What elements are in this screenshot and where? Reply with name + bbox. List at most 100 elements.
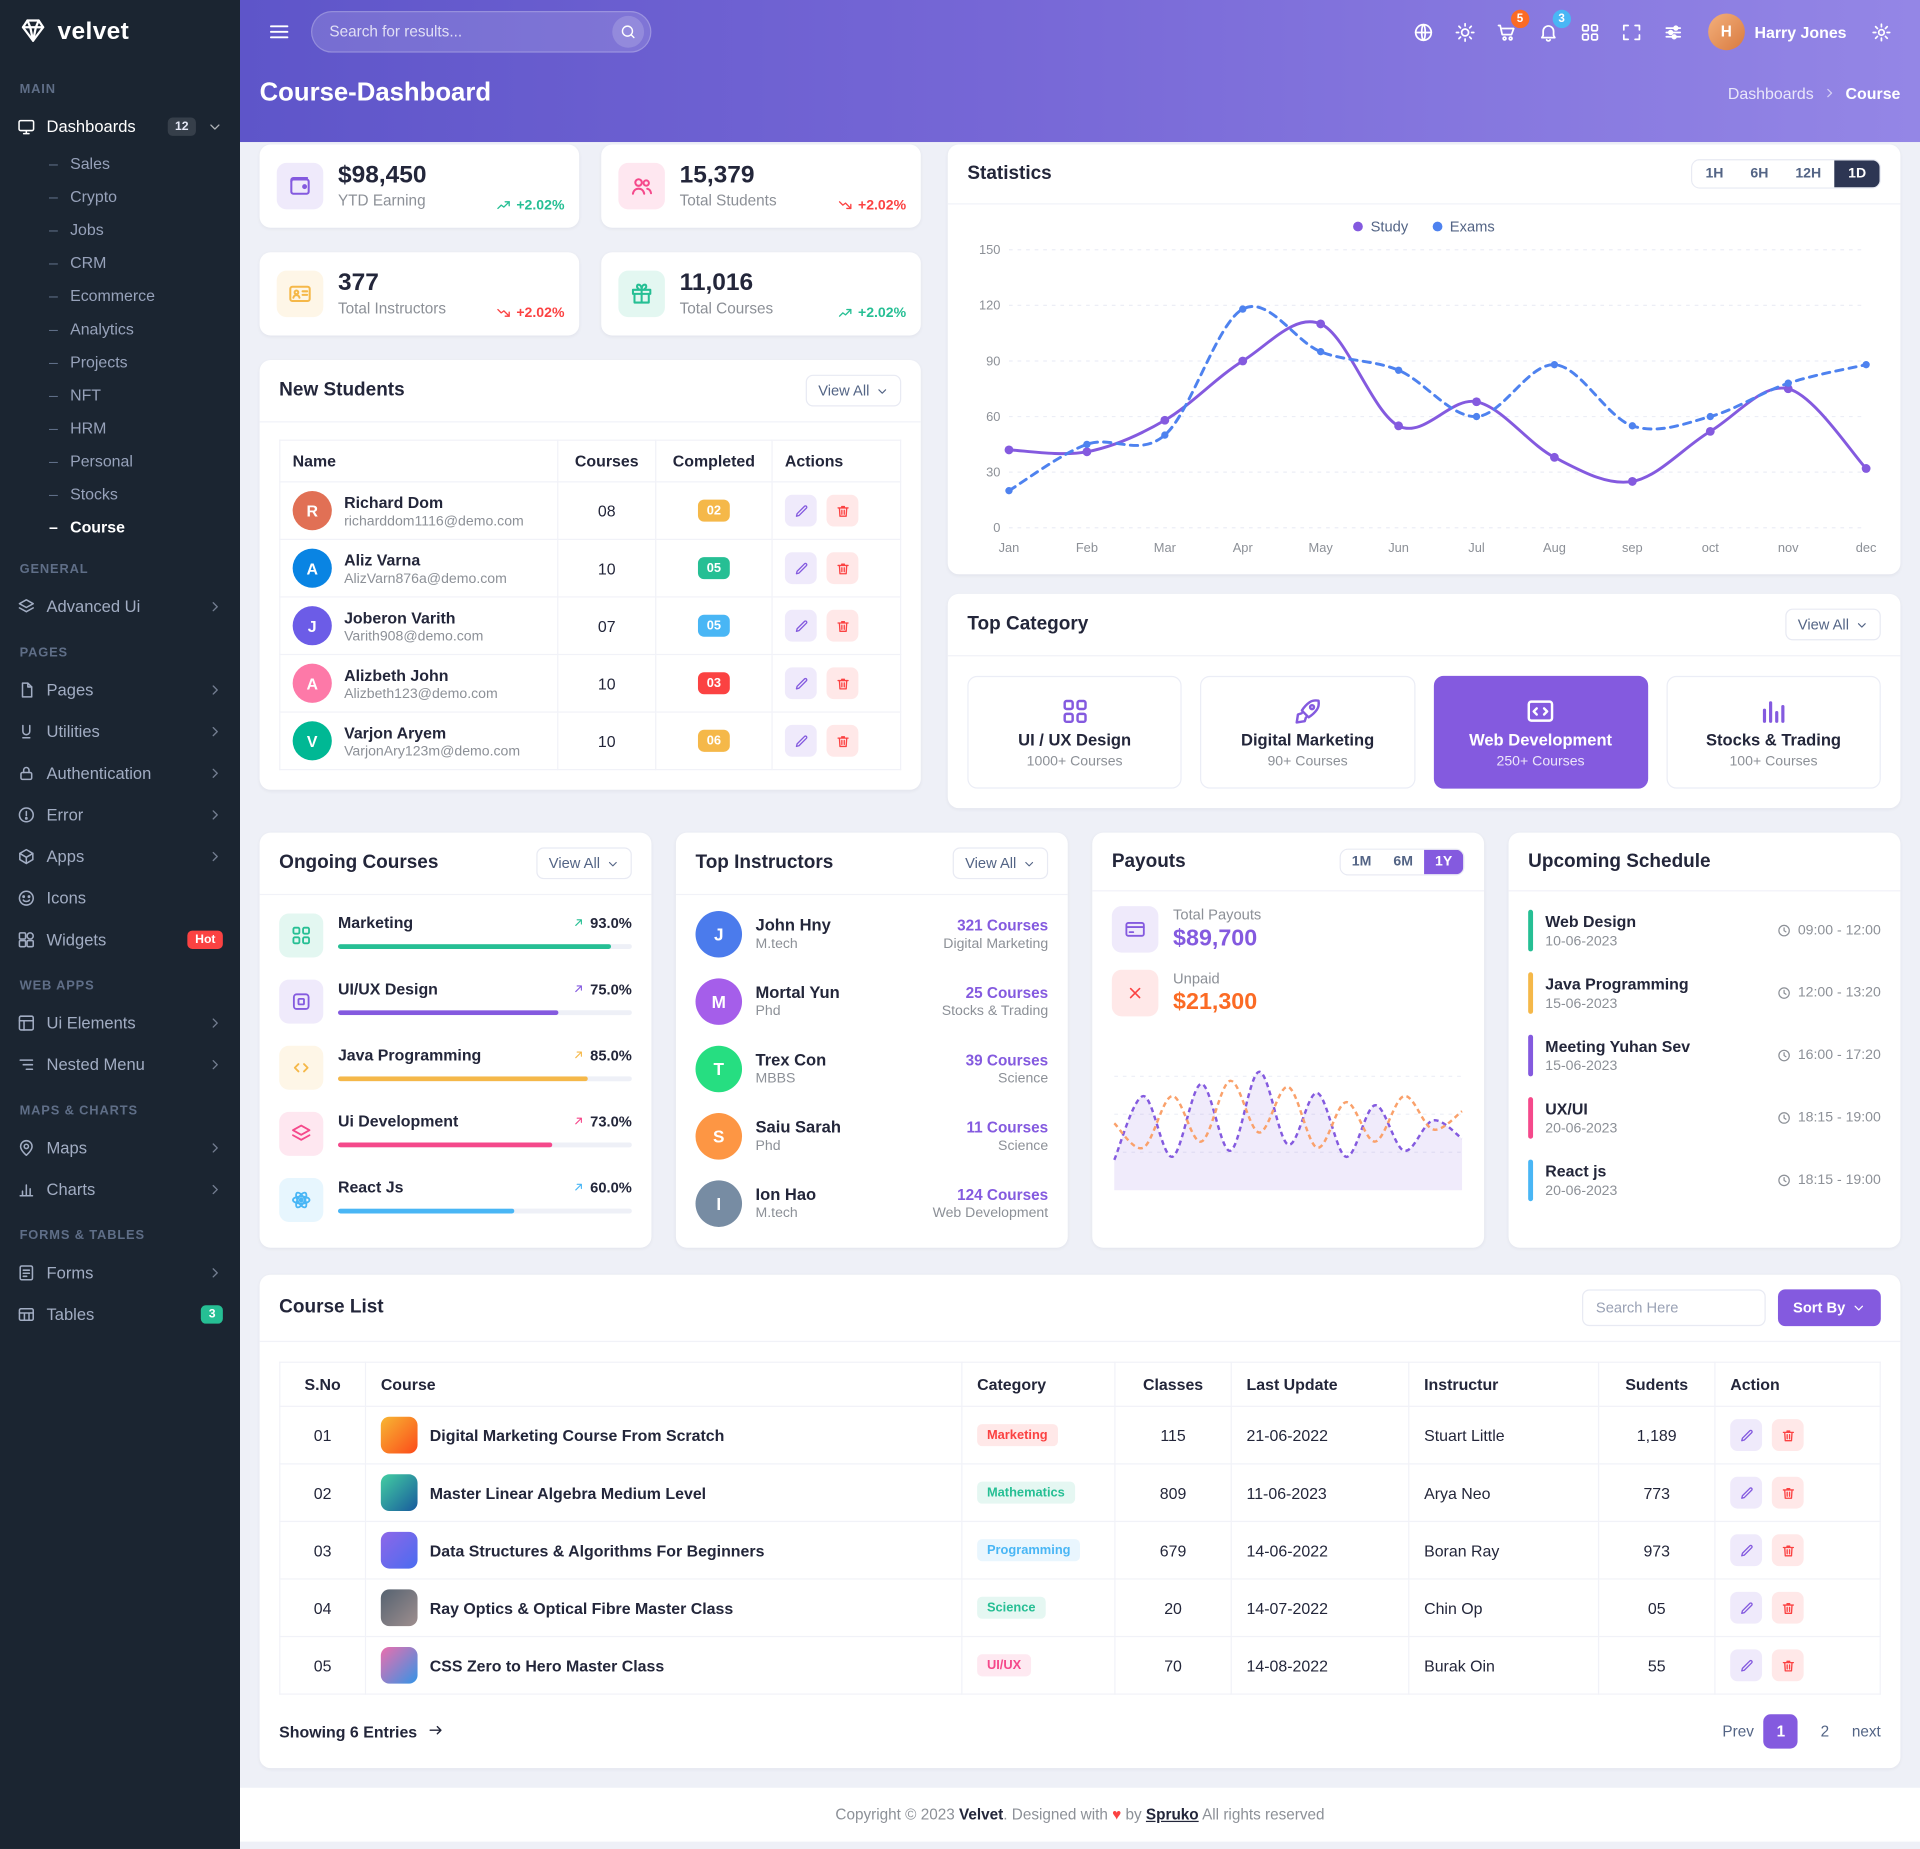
view-all-button[interactable]: View All <box>952 847 1049 880</box>
sidebar-item-tables[interactable]: Tables 3 <box>0 1293 240 1335</box>
course-thumbnail <box>380 1589 418 1627</box>
course-sno: 04 <box>313 1598 332 1617</box>
delete-button[interactable] <box>826 724 859 757</box>
sidebar-item-dashboards[interactable]: Dashboards 12 <box>0 105 240 147</box>
range-tab-6h[interactable]: 6H <box>1736 160 1782 188</box>
search-input[interactable] <box>329 23 603 41</box>
delete-button[interactable] <box>1771 1534 1804 1567</box>
search-icon-button[interactable] <box>612 15 645 48</box>
sidebar-item-advanced-ui[interactable]: Advanced Ui <box>0 585 240 627</box>
avatar: S <box>695 1112 743 1159</box>
category-card-stocks-trading[interactable]: Stocks & Trading 100+ Courses <box>1666 675 1881 789</box>
sidebar-item-charts[interactable]: Charts <box>0 1168 240 1210</box>
delete-button[interactable] <box>1771 1419 1804 1452</box>
course-students: 55 <box>1647 1656 1666 1675</box>
sidebar-item-authentication[interactable]: Authentication <box>0 752 240 794</box>
sidebar-item-nft[interactable]: – NFT <box>0 378 240 411</box>
edit-button[interactable] <box>784 552 817 585</box>
range-tabs: 1H 6H 12H 1D <box>1690 159 1881 189</box>
category-card-digital-marketing[interactable]: Digital Marketing 90+ Courses <box>1200 675 1415 789</box>
gift-icon <box>629 282 653 306</box>
range-tab-1d[interactable]: 1D <box>1834 160 1880 188</box>
notification-badge: 5 <box>1510 9 1530 29</box>
edit-button[interactable] <box>1730 1476 1763 1509</box>
range-tab-12h[interactable]: 12H <box>1781 160 1835 188</box>
sidebar-item-error[interactable]: Error <box>0 793 240 835</box>
sidebar-item-forms[interactable]: Forms <box>0 1251 240 1293</box>
edit-button[interactable] <box>1730 1591 1763 1624</box>
cart-button[interactable]: 5 <box>1488 9 1530 51</box>
sidebar-item-crm[interactable]: – CRM <box>0 246 240 279</box>
global-search[interactable] <box>311 11 652 53</box>
sidebar-item-analytics[interactable]: – Analytics <box>0 312 240 345</box>
category-card-ui-ux-design[interactable]: UI / UX Design 1000+ Courses <box>967 675 1182 789</box>
fullscreen-button[interactable] <box>1612 12 1651 51</box>
delete-button[interactable] <box>826 552 859 585</box>
user-menu[interactable]: H Harry Jones <box>1698 13 1856 51</box>
square-icon <box>290 991 312 1013</box>
sidebar-item-apps[interactable]: Apps <box>0 835 240 877</box>
breadcrumb-parent[interactable]: Dashboards <box>1727 83 1814 103</box>
sort-by-button[interactable]: Sort By <box>1778 1289 1881 1327</box>
course-sno: 05 <box>313 1656 332 1675</box>
page-2-button[interactable]: 2 <box>1807 1714 1843 1749</box>
settings-button[interactable] <box>1861 12 1900 51</box>
menu-toggle-button[interactable] <box>260 12 299 51</box>
delete-button[interactable] <box>1771 1476 1804 1509</box>
grid-button[interactable] <box>1571 12 1610 51</box>
range-tab-1h[interactable]: 1H <box>1691 160 1737 188</box>
bell-button[interactable]: 3 <box>1529 9 1571 51</box>
prev-page-button[interactable]: Prev <box>1722 1722 1754 1740</box>
sun-button[interactable] <box>1446 12 1485 51</box>
grid-icon <box>290 924 312 946</box>
sidebar-item-sales[interactable]: – Sales <box>0 147 240 180</box>
brand-logo[interactable]: velvet <box>0 0 240 64</box>
course-progress-percent: 85.0% <box>572 1046 632 1063</box>
sidebar-item-projects[interactable]: – Projects <box>0 345 240 378</box>
sidebar-item-pages[interactable]: Pages <box>0 669 240 711</box>
edit-button[interactable] <box>784 724 817 757</box>
sidebar-item-maps[interactable]: Maps <box>0 1127 240 1169</box>
statistics-line-chart: 0 30 60 90 120 150 Jan Feb Mar Apr May Jun Jul Aug sep… <box>979 242 1877 555</box>
page-1-button[interactable]: 1 <box>1763 1714 1798 1749</box>
edit-button[interactable] <box>1730 1419 1763 1452</box>
delete-button[interactable] <box>1771 1591 1804 1624</box>
edit-button[interactable] <box>1730 1534 1763 1567</box>
sidebar-item-icons[interactable]: Icons <box>0 877 240 919</box>
edit-button[interactable] <box>1730 1649 1763 1682</box>
view-all-button[interactable]: View All <box>1785 608 1881 641</box>
sliders-button[interactable] <box>1654 12 1693 51</box>
spruko-link[interactable]: Spruko <box>1145 1806 1199 1824</box>
delete-button[interactable] <box>826 609 859 642</box>
delete-button[interactable] <box>826 494 859 527</box>
sidebar-item-ecommerce[interactable]: – Ecommerce <box>0 279 240 312</box>
sidebar-item-jobs[interactable]: – Jobs <box>0 213 240 246</box>
sidebar-item-stocks[interactable]: – Stocks <box>0 478 240 511</box>
gift-iconbox <box>618 270 665 318</box>
stat-card-ytd-earning: $98,450 YTD Earning +2.02% <box>259 144 580 228</box>
sidebar-item-widgets[interactable]: Widgets Hot <box>0 918 240 960</box>
sidebar-item-ui-elements[interactable]: Ui Elements <box>0 1002 240 1044</box>
range-tab-1y[interactable]: 1Y <box>1423 849 1464 874</box>
statistics-panel: Statistics 1H 6H 12H 1D Study Exams 0 30 60 90 1… <box>947 144 1901 575</box>
globe-button[interactable] <box>1404 12 1443 51</box>
edit-button[interactable] <box>784 494 817 527</box>
view-all-button[interactable]: View All <box>536 847 632 880</box>
sidebar-item-course[interactable]: – Course <box>0 511 240 544</box>
delete-button[interactable] <box>826 667 859 700</box>
edit-button[interactable] <box>784 667 817 700</box>
sidebar-item-crypto[interactable]: – Crypto <box>0 180 240 213</box>
sidebar-item-personal[interactable]: – Personal <box>0 444 240 477</box>
sidebar-item-utilities[interactable]: Utilities <box>0 710 240 752</box>
view-all-button[interactable]: View All <box>805 374 902 407</box>
course-search-input[interactable] <box>1582 1289 1767 1327</box>
edit-button[interactable] <box>784 609 817 642</box>
sidebar-item-nested-menu[interactable]: Nested Menu <box>0 1043 240 1085</box>
column-header-action: Action <box>1714 1361 1881 1407</box>
delete-button[interactable] <box>1771 1649 1804 1682</box>
range-tab-6m[interactable]: 6M <box>1382 849 1424 874</box>
next-page-button[interactable]: next <box>1851 1722 1881 1740</box>
sidebar-item-hrm[interactable]: – HRM <box>0 411 240 444</box>
range-tab-1m[interactable]: 1M <box>1340 849 1383 874</box>
category-card-web-development[interactable]: Web Development 250+ Courses <box>1433 675 1648 789</box>
